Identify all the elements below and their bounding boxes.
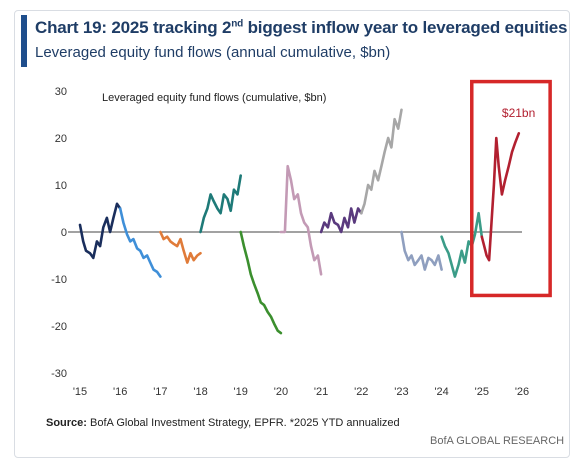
y-tick-label: 10 (55, 180, 67, 192)
x-tick-label: '19 (234, 386, 248, 398)
chart-subtitle: Leveraged equity fund flows (annual cumu… (35, 44, 391, 61)
y-tick-label: 30 (55, 86, 67, 98)
title-accent-bar (21, 15, 27, 67)
chart-title: Chart 19: 2025 tracking 2nd biggest infl… (35, 18, 568, 37)
x-tick-label: '26 (515, 386, 529, 398)
y-tick-label: -30 (51, 368, 67, 380)
chart-card (14, 10, 570, 458)
series-line-2019 (239, 230, 283, 335)
chart-inner-title: Leveraged equity fund flows (cumulative,… (102, 92, 326, 104)
series-line-2018 (199, 174, 242, 234)
x-tick-label: '22 (354, 386, 368, 398)
series-line-2021 (319, 207, 363, 234)
x-tick-label: '17 (153, 386, 167, 398)
series-line-2025 (480, 132, 521, 262)
y-tick-label: 20 (55, 133, 67, 145)
series-line-2020 (279, 164, 323, 276)
highlight-box (470, 79, 552, 298)
x-tick-label: '16 (113, 386, 127, 398)
x-tick-label: '21 (314, 386, 328, 398)
x-tick-label: '24 (434, 386, 448, 398)
x-tick-label: '15 (73, 386, 87, 398)
series-line-2015 (78, 202, 122, 260)
y-tick-label: 0 (61, 227, 67, 239)
source-note: Source: BofA Global Investment Strategy,… (46, 417, 400, 429)
x-tick-label: '20 (274, 386, 288, 398)
y-tick-label: -20 (51, 321, 67, 333)
series-line-2023 (400, 230, 443, 271)
series-line-2024 (440, 211, 484, 278)
series-line-2016 (118, 207, 162, 278)
y-tick-label: -10 (51, 274, 67, 286)
x-tick-label: '25 (475, 386, 489, 398)
series-line-2022 (359, 108, 403, 215)
annotation-label: $21bn (502, 106, 535, 120)
series-line-2017 (159, 230, 202, 264)
credit-label: BofA GLOBAL RESEARCH (430, 435, 565, 447)
x-tick-label: '23 (394, 386, 408, 398)
x-tick-label: '18 (193, 386, 207, 398)
